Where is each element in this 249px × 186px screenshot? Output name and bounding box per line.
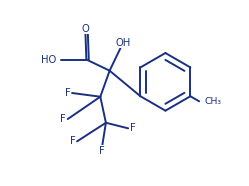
Text: HO: HO bbox=[41, 54, 57, 65]
Text: F: F bbox=[130, 123, 136, 133]
Text: F: F bbox=[64, 88, 70, 98]
Text: CH₃: CH₃ bbox=[204, 97, 221, 106]
Text: F: F bbox=[99, 146, 105, 156]
Text: F: F bbox=[69, 136, 75, 146]
Text: O: O bbox=[82, 24, 89, 34]
Text: F: F bbox=[60, 114, 66, 124]
Text: OH: OH bbox=[115, 38, 130, 48]
